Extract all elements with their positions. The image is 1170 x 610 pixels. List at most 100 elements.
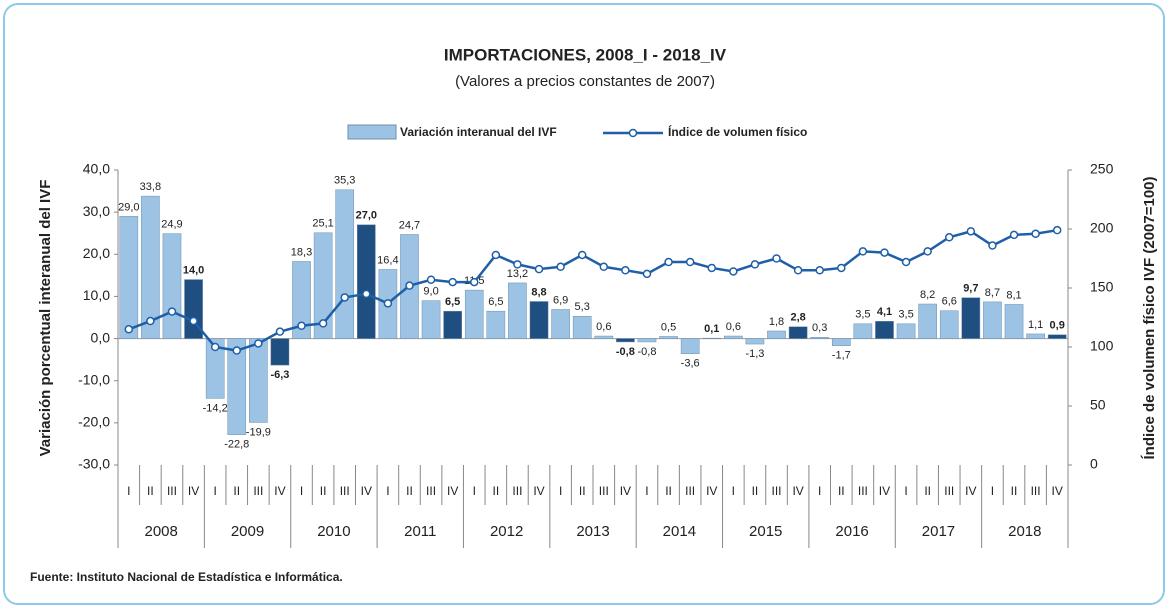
x-tick-label: III: [1031, 484, 1041, 498]
data-label: 18,3: [291, 246, 312, 258]
data-label: 0,3: [812, 322, 827, 334]
year-label: 2013: [576, 523, 609, 540]
bar: [680, 338, 700, 354]
y2-axis-title: Índice de volumen físico IVF (2007=100): [1141, 176, 1158, 459]
line-marker: [340, 293, 349, 302]
y-tick-label: -10,0: [78, 371, 110, 387]
bar: [1026, 333, 1045, 339]
year-label: 2016: [835, 523, 868, 540]
y2-tick-label: 0: [1090, 456, 1098, 472]
x-tick-label: III: [944, 484, 954, 498]
x-tick-label: III: [167, 484, 177, 498]
line-marker: [577, 250, 587, 260]
year-label: 2010: [317, 523, 350, 540]
y2-tick-label: 50: [1090, 397, 1106, 413]
bar: [745, 338, 765, 345]
line-marker: [254, 339, 263, 348]
y-tick-label: 30,0: [83, 203, 110, 219]
data-label: -1,3: [745, 348, 764, 360]
data-label: -0,8: [637, 346, 656, 358]
x-tick-label: II: [493, 484, 500, 498]
line-marker: [599, 262, 609, 272]
data-label: 6,5: [488, 296, 503, 308]
x-tick-label: II: [406, 484, 413, 498]
line-marker: [556, 262, 565, 272]
line-marker: [426, 275, 436, 284]
x-tick-label: IV: [965, 484, 976, 498]
bar: [594, 335, 614, 339]
y-tick-label: 20,0: [83, 245, 110, 261]
x-tick-label: I: [559, 484, 562, 498]
data-label: 0,1: [704, 323, 719, 335]
y2-tick-label: 100: [1090, 338, 1114, 354]
bar: [292, 261, 311, 339]
data-label: -3,6: [681, 358, 700, 370]
line-marker: [837, 263, 846, 273]
x-tick-label: III: [340, 484, 350, 498]
line-marker: [750, 260, 760, 269]
line-marker: [318, 319, 328, 328]
bar: [1047, 334, 1067, 339]
data-label: 5,3: [575, 301, 590, 313]
line-marker: [513, 260, 522, 269]
data-label: 2,8: [790, 312, 805, 324]
data-label: 3,5: [898, 309, 913, 321]
x-tick-label: I: [473, 484, 476, 498]
y-axis-title: Variación porcentual interanual del IVF: [37, 180, 54, 457]
data-label: 3,5: [855, 309, 870, 321]
line-marker: [923, 247, 932, 256]
line-marker: [966, 227, 976, 236]
data-label: 16,4: [377, 254, 398, 266]
data-label: -0,8: [616, 346, 635, 358]
line-marker: [945, 233, 954, 242]
year-label: 2015: [749, 523, 782, 540]
bar: [939, 310, 959, 339]
x-tick-label: II: [752, 484, 759, 498]
bar: [572, 315, 592, 339]
data-label: 8,2: [920, 289, 935, 301]
data-label: 9,0: [423, 286, 438, 298]
data-label: 1,8: [769, 316, 784, 328]
x-tick-label: III: [772, 484, 782, 498]
bar: [508, 282, 527, 339]
bar: [616, 338, 635, 343]
legend-label: Variación interanual del IVF: [400, 125, 557, 139]
bar: [767, 330, 786, 339]
line-marker: [470, 277, 479, 287]
line-marker: [815, 266, 824, 275]
x-tick-label: IV: [792, 484, 803, 498]
data-label: 0,6: [726, 321, 741, 333]
line-marker: [988, 241, 997, 250]
bar: [184, 279, 203, 339]
x-tick-label: IV: [533, 484, 544, 498]
x-tick-label: II: [233, 484, 240, 498]
line-marker: [729, 267, 738, 276]
data-label: -14,2: [203, 402, 228, 414]
x-tick-label: IV: [879, 484, 890, 498]
legend-label: Índice de volumen físico: [668, 124, 807, 139]
data-label: 8,1: [1006, 289, 1021, 301]
x-tick-label: II: [665, 484, 672, 498]
frame: [3, 3, 1165, 605]
bar: [486, 310, 506, 339]
y-tick-label: 0,0: [91, 329, 111, 345]
y2-tick-label: 200: [1090, 220, 1114, 236]
line-marker: [210, 342, 220, 352]
y-tick-label: 40,0: [83, 161, 110, 177]
chart-title: IMPORTACIONES, 2008_I - 2018_IV: [444, 45, 727, 64]
line-marker: [642, 269, 652, 279]
bar: [724, 335, 743, 339]
legend-marker: [628, 128, 638, 138]
bar: [270, 338, 290, 366]
y-tick-label: -30,0: [78, 456, 110, 472]
x-tick-label: I: [213, 484, 216, 498]
line-marker: [146, 316, 155, 326]
x-tick-label: I: [386, 484, 389, 498]
x-tick-label: II: [320, 484, 327, 498]
bar: [853, 323, 873, 339]
data-label: 0,9: [1050, 320, 1065, 332]
year-label: 2011: [404, 523, 436, 540]
line-marker: [858, 247, 868, 256]
y-tick-label: -20,0: [78, 414, 110, 430]
line-marker: [1052, 225, 1062, 235]
